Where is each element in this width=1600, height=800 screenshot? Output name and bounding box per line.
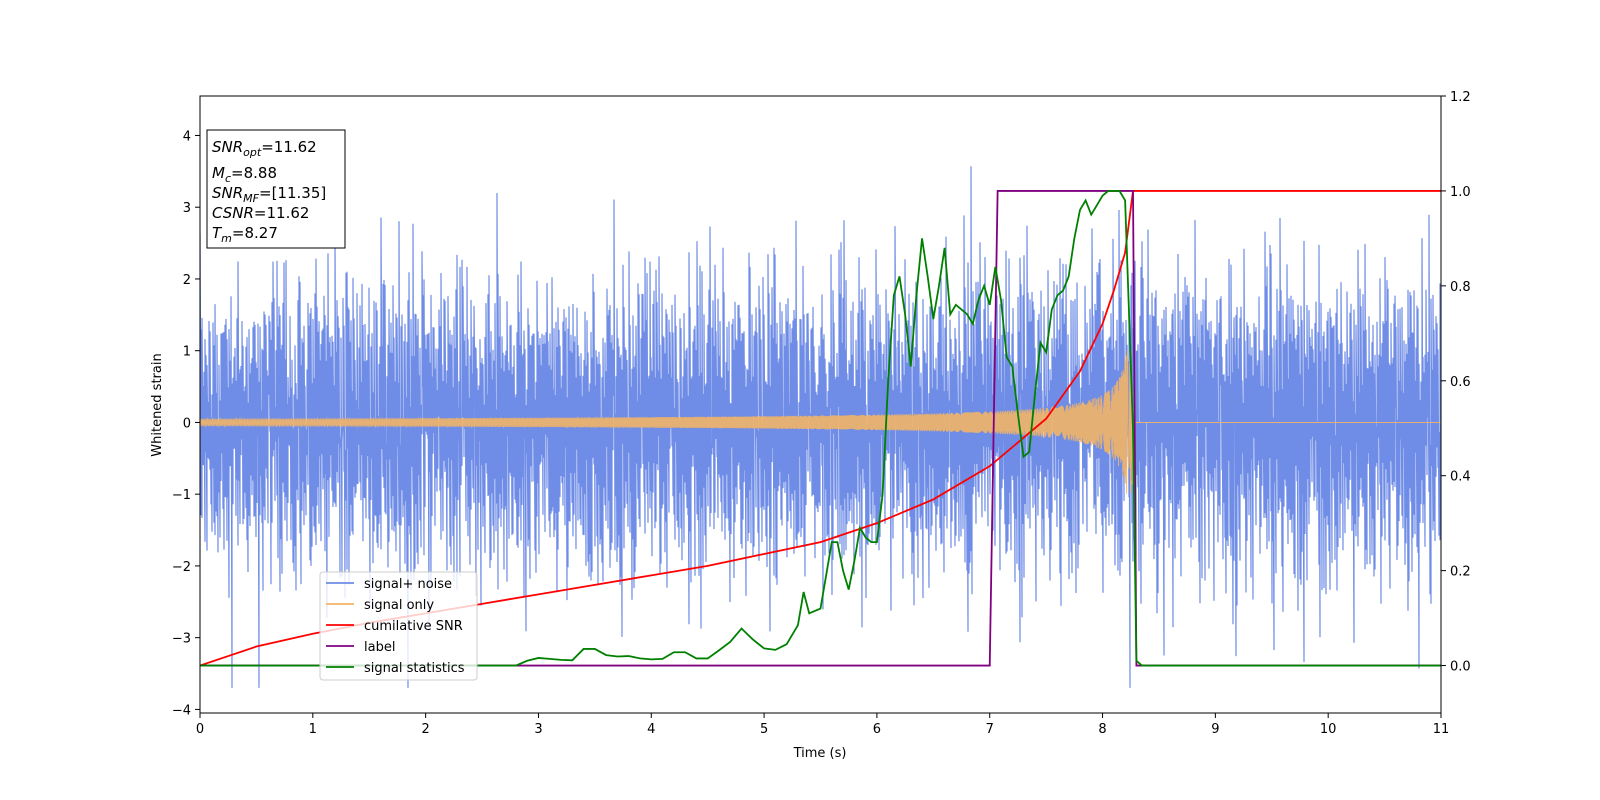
- annotation-tm: Tm=8.27: [212, 224, 278, 245]
- legend-label-signal-only: signal only: [364, 598, 434, 613]
- x-tick-label: 6: [873, 722, 881, 737]
- x-tick-label: 9: [1211, 722, 1219, 737]
- x-tick-label: 10: [1320, 722, 1337, 737]
- annotation-chirp-mass: Mc=8.88: [212, 164, 277, 185]
- y-right-tick-label: 0.2: [1450, 565, 1471, 580]
- y-left-tick-label: 0: [183, 416, 191, 431]
- legend-label-signal-noise: signal+ noise: [364, 577, 452, 592]
- y-left-tick-label: −1: [172, 488, 191, 503]
- legend-label-cumulative-snr: cumilative SNR: [364, 619, 463, 634]
- x-tick-label: 0: [196, 722, 204, 737]
- x-tick-label: 11: [1433, 722, 1450, 737]
- legend-frame: [319, 571, 478, 681]
- series-signal-noise: [200, 166, 1441, 688]
- y-left-tick-label: −2: [172, 560, 191, 575]
- x-tick-label: 2: [421, 722, 429, 737]
- x-axis-ticks: 0 1 2 3 4 5 6 7 8 9 10 11: [196, 713, 1449, 737]
- x-axis-label: Time (s): [793, 746, 847, 761]
- series-signal-only: [200, 350, 1441, 494]
- annotation-snr-mf: SNRMF=[11.35]: [212, 184, 326, 205]
- plot-frame: [199, 95, 1442, 714]
- annotation-csnr: CSNR=11.62: [212, 204, 309, 222]
- y-right-tick-label: 1.2: [1450, 90, 1471, 105]
- y-left-tick-label: −3: [172, 632, 191, 647]
- y-left-tick-label: 3: [183, 201, 191, 216]
- y-left-tick-label: −4: [172, 703, 191, 718]
- x-tick-label: 3: [534, 722, 542, 737]
- y-right-tick-label: 1.0: [1450, 185, 1471, 200]
- y-axis-label: Whitened strain: [150, 353, 165, 456]
- annotation-box: SNRopt=11.62 Mc=8.88 SNRMF=[11.35] CSNR=…: [206, 129, 346, 249]
- x-tick-label: 1: [309, 722, 317, 737]
- y-right-axis-ticks: 0.0 0.2 0.4 0.6 0.8 1.0 1.2: [1441, 90, 1471, 675]
- y-right-tick-label: 0.0: [1450, 660, 1471, 675]
- x-tick-label: 7: [986, 722, 994, 737]
- y-left-tick-label: 1: [183, 345, 191, 360]
- legend-label-signal-statistics: signal statistics: [364, 661, 465, 676]
- series-signal-statistics: [200, 190, 1441, 667]
- legend: signal+ noise signal only cumilative SNR…: [319, 571, 478, 681]
- y-left-tick-label: 4: [183, 129, 191, 144]
- y-right-tick-label: 0.8: [1450, 280, 1471, 295]
- x-tick-label: 4: [647, 722, 655, 737]
- x-tick-label: 5: [760, 722, 768, 737]
- y-left-tick-label: 2: [183, 273, 191, 288]
- annotation-frame: [206, 129, 346, 249]
- legend-label-label: label: [364, 640, 395, 655]
- y-right-tick-label: 0.4: [1450, 470, 1471, 485]
- y-left-axis-ticks: −4 −3 −2 −1 0 1 2 3 4: [172, 129, 200, 718]
- x-tick-label: 8: [1098, 722, 1106, 737]
- annotation-snr-opt: SNRopt=11.62: [212, 138, 317, 159]
- y-right-tick-label: 0.6: [1450, 375, 1471, 390]
